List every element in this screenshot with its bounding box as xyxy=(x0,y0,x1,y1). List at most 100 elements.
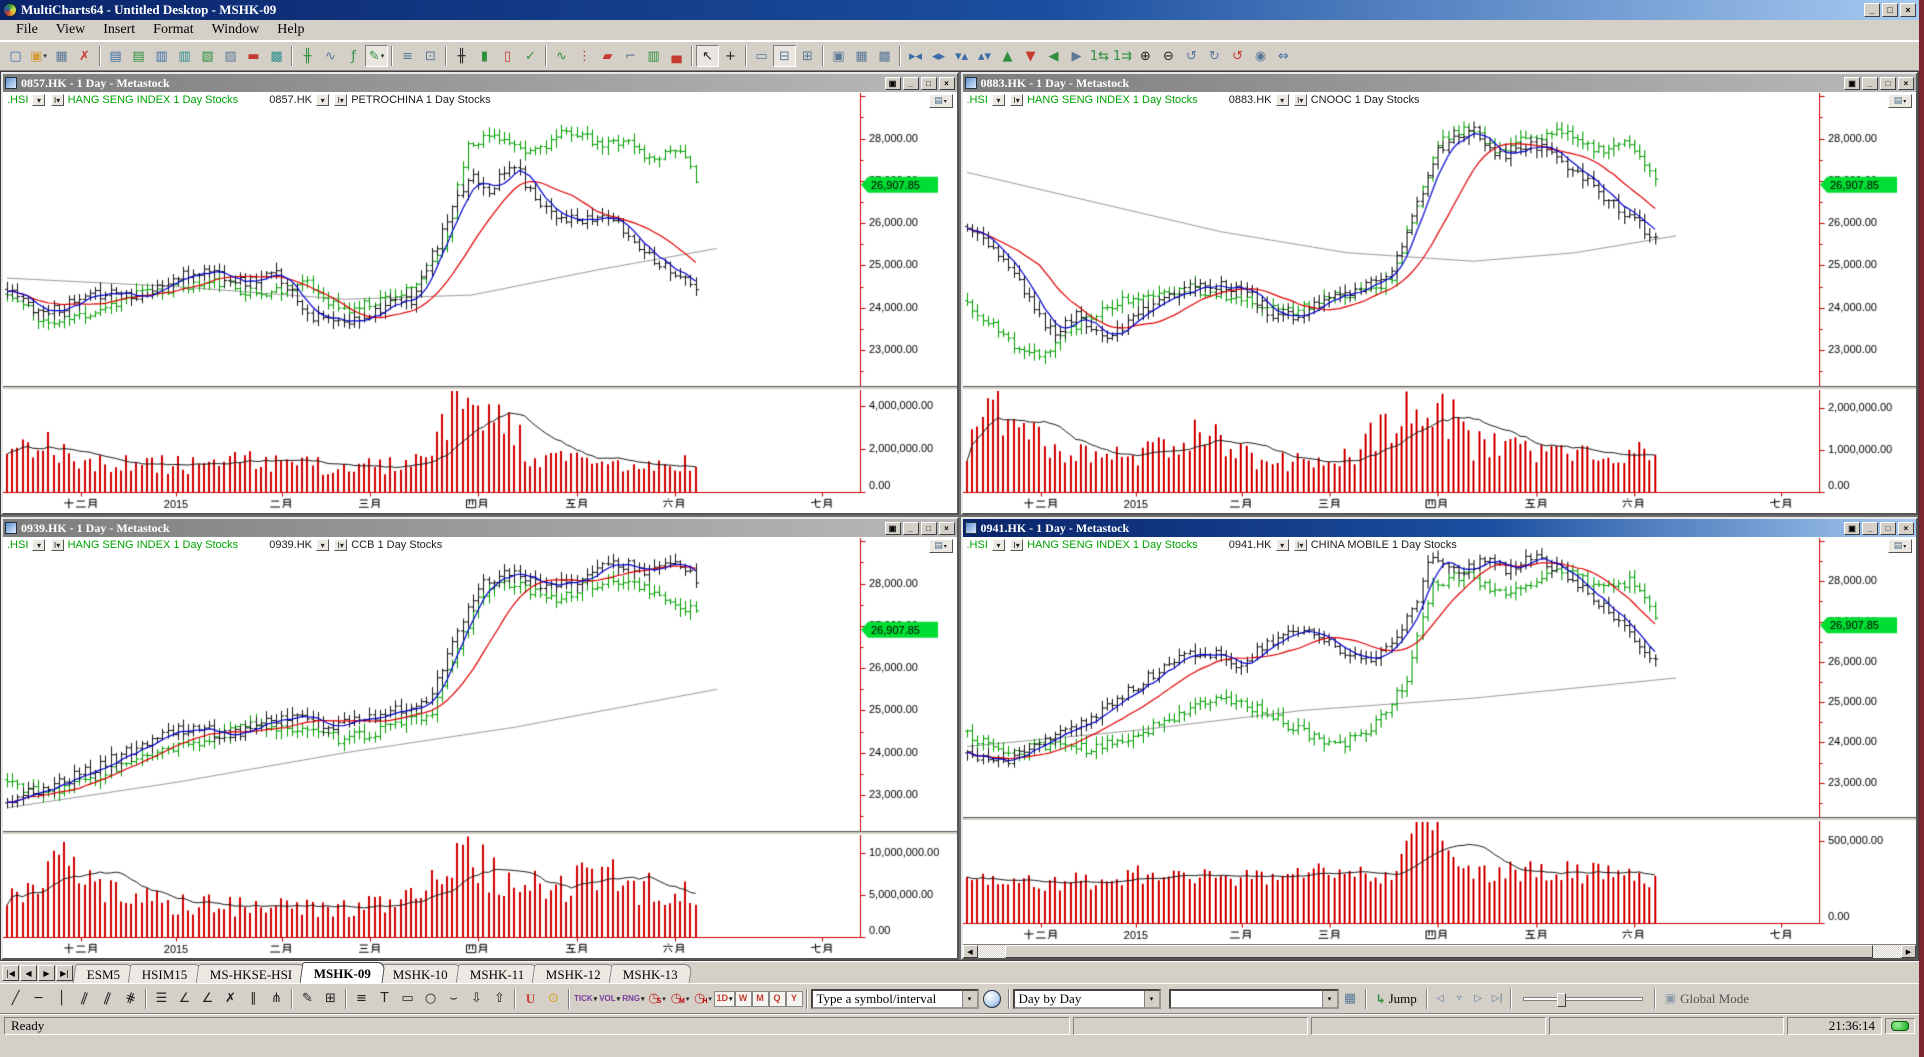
trend-angle-tool[interactable]: ∠ xyxy=(178,991,191,1006)
interval-volume-button[interactable]: VOL ▾ xyxy=(599,993,621,1003)
maximize-button[interactable]: □ xyxy=(920,76,937,90)
insert-curve-button[interactable]: ∿ xyxy=(325,48,336,64)
chart-type-pnf-button[interactable]: ⋮ xyxy=(578,48,591,64)
stay-in-drawing-mode-button[interactable]: ⊙ xyxy=(548,991,559,1006)
interval-day-button[interactable]: 1D ▾ xyxy=(714,990,735,1007)
tab-mshk-12[interactable]: MSHK-12 xyxy=(532,964,616,983)
scrollbar-track[interactable] xyxy=(977,945,1901,958)
playback-step-back-button[interactable]: ◁ xyxy=(1436,993,1445,1004)
arc-tool[interactable]: ⌣ xyxy=(449,991,458,1006)
symbol-dropdown-icon[interactable]: ▾ xyxy=(32,94,46,107)
horizontal-scrollbar[interactable]: ◀ ▶ xyxy=(962,944,1916,958)
new-portfolio-window-button[interactable]: ▨ xyxy=(224,48,237,64)
close-button[interactable]: × xyxy=(938,521,955,535)
maximize-button[interactable]: □ xyxy=(1880,76,1896,90)
bar-style-candles-button[interactable]: ▮ xyxy=(480,48,489,64)
format-study-button[interactable]: ≡ xyxy=(402,48,413,64)
pointer-tool-button[interactable]: ↖ xyxy=(696,45,719,67)
fib-retracement-tool[interactable]: ☰ xyxy=(155,991,168,1006)
playback-options-button[interactable]: ▿ xyxy=(1456,993,1462,1004)
symbol-dropdown-icon[interactable]: ▾ xyxy=(991,94,1005,107)
tab-ms-hkse-hsi[interactable]: MS-HKSE-HSI xyxy=(195,964,307,983)
minimize-button[interactable]: _ xyxy=(1862,521,1878,535)
scroll-right-arrow[interactable]: ▶ xyxy=(1901,945,1916,958)
scrollbar-thumb[interactable] xyxy=(1005,945,1874,958)
arrow-up-tool[interactable]: ⇧ xyxy=(494,991,505,1006)
interval-year-button[interactable]: Y xyxy=(785,990,803,1007)
minimize-button[interactable]: _ xyxy=(902,521,919,535)
symbol-dropdown-icon[interactable]: ▾ xyxy=(316,94,330,107)
tile-windows-button[interactable]: ▦ xyxy=(855,48,868,64)
gann-fan-tool[interactable]: ∠ xyxy=(201,991,214,1006)
ellipse-tool[interactable]: ○ xyxy=(424,991,437,1006)
symbol-interval-combo[interactable]: Type a symbol/interval ▾ xyxy=(810,988,979,1009)
chart-type-renko-button[interactable]: ▰ xyxy=(602,48,613,64)
regression-tool[interactable]: ⋕ xyxy=(122,989,139,1008)
new-order-window-button[interactable]: ▩ xyxy=(270,48,283,64)
reset-scale-button[interactable]: 1⇆ xyxy=(1089,48,1110,64)
interval-minutes-button[interactable]: ◷ M ▾ xyxy=(670,991,690,1006)
price-volume-chart[interactable] xyxy=(962,537,1916,944)
note-tool[interactable]: ≡ xyxy=(356,991,367,1006)
tab-mshk-13[interactable]: MSHK-13 xyxy=(609,964,693,983)
chart-window-titlebar[interactable]: 0883.HK - 1 Day - Metastock ▣ _ □ × xyxy=(962,74,1916,92)
maximize-button[interactable]: □ xyxy=(920,521,937,535)
trendline-tool[interactable]: ╱ xyxy=(11,991,20,1006)
grid-tool[interactable]: ⊞ xyxy=(325,991,336,1006)
new-quote-window-button[interactable]: ▥ xyxy=(178,48,191,64)
tab-mshk-10[interactable]: MSHK-10 xyxy=(378,964,463,983)
interval-dropdown-icon[interactable]: I▾ xyxy=(1293,94,1307,107)
playback-step-forward-button[interactable]: ▷| xyxy=(1491,993,1503,1004)
tab-scroll-next[interactable]: ▶ xyxy=(38,965,55,981)
jump-button[interactable]: ↳ Jump xyxy=(1370,989,1423,1009)
insert-study-button[interactable]: ƒ xyxy=(351,48,356,64)
close-button[interactable]: × xyxy=(1898,76,1914,90)
slider-thumb[interactable] xyxy=(1556,992,1566,1007)
new-dom-window-button[interactable]: ▥ xyxy=(155,48,168,64)
arrow-down-tool[interactable]: ⇩ xyxy=(471,991,482,1006)
maximize-windows-button[interactable]: ▣ xyxy=(832,48,845,64)
playback-speed-slider[interactable] xyxy=(1522,992,1643,1007)
zoom-in-button[interactable]: ⊕ xyxy=(1140,48,1151,64)
brush-tool[interactable]: ✎ xyxy=(302,991,313,1006)
interval-tick-button[interactable]: TICK ▾ xyxy=(574,993,598,1003)
menu-format[interactable]: Format xyxy=(153,22,194,37)
clock-icon[interactable] xyxy=(982,989,1001,1008)
interval-dropdown-icon[interactable]: I▾ xyxy=(334,539,348,552)
tab-esm5[interactable]: ESM5 xyxy=(72,964,135,983)
fib-extension-tool[interactable]: ✗ xyxy=(225,991,236,1006)
expand-horizontal-button[interactable]: ◂▸ xyxy=(931,48,946,64)
interval-range-button[interactable]: RNG ▾ xyxy=(622,993,645,1003)
new-chart-analysis-button[interactable]: ▧ xyxy=(201,48,214,64)
crosshair-tool-button[interactable]: + xyxy=(725,48,736,64)
chart-quick-menu-button[interactable]: ▤ ▾ xyxy=(1888,539,1912,553)
parallel-lines-tool[interactable]: ∥ xyxy=(78,990,91,1007)
compress-horizontal-button[interactable]: ▸◂ xyxy=(908,48,923,64)
close-button[interactable]: × xyxy=(1898,521,1914,535)
symbol-dropdown-icon[interactable]: ▾ xyxy=(1275,94,1289,107)
app-titlebar[interactable]: MultiCharts64 - Untitled Desktop - MSHK-… xyxy=(0,0,1919,20)
chart-type-line-button[interactable]: ∿ xyxy=(556,48,567,64)
pitchfork-tool[interactable]: ⋔ xyxy=(271,991,282,1006)
interval-dropdown-icon[interactable]: I▾ xyxy=(1010,539,1024,552)
popout-window-button[interactable]: ▣ xyxy=(884,521,901,535)
insert-symbol-button[interactable]: ╫ xyxy=(303,48,312,64)
symbol-dropdown-icon[interactable]: ▾ xyxy=(32,539,46,552)
close-button[interactable]: × xyxy=(938,76,955,90)
preview-button[interactable]: ◉ xyxy=(1254,48,1267,64)
vertical-line-tool[interactable]: │ xyxy=(57,991,66,1006)
scroll-up-button[interactable]: ▲ xyxy=(1002,48,1013,64)
tab-mshk-11[interactable]: MSHK-11 xyxy=(455,964,539,983)
new-report-window-button[interactable]: ▬ xyxy=(247,48,260,64)
interval-week-button[interactable]: W xyxy=(734,990,752,1007)
cascade-windows-button[interactable]: ▩ xyxy=(878,48,891,64)
interval-dropdown-icon[interactable]: I▾ xyxy=(1293,539,1307,552)
playback-mode-select[interactable]: Day by Day ▾ xyxy=(1012,988,1161,1009)
menu-insert[interactable]: Insert xyxy=(103,22,136,37)
apply-check-button[interactable]: ✓ xyxy=(525,48,536,64)
menu-file[interactable]: File xyxy=(16,22,38,37)
tab-mshk-09[interactable]: MSHK-09 xyxy=(299,962,386,983)
tab-scroll-last[interactable]: ▶| xyxy=(56,965,73,981)
interval-seconds-button[interactable]: ◷ S ▾ xyxy=(648,991,666,1006)
interval-dropdown-icon[interactable]: I▾ xyxy=(50,539,64,552)
